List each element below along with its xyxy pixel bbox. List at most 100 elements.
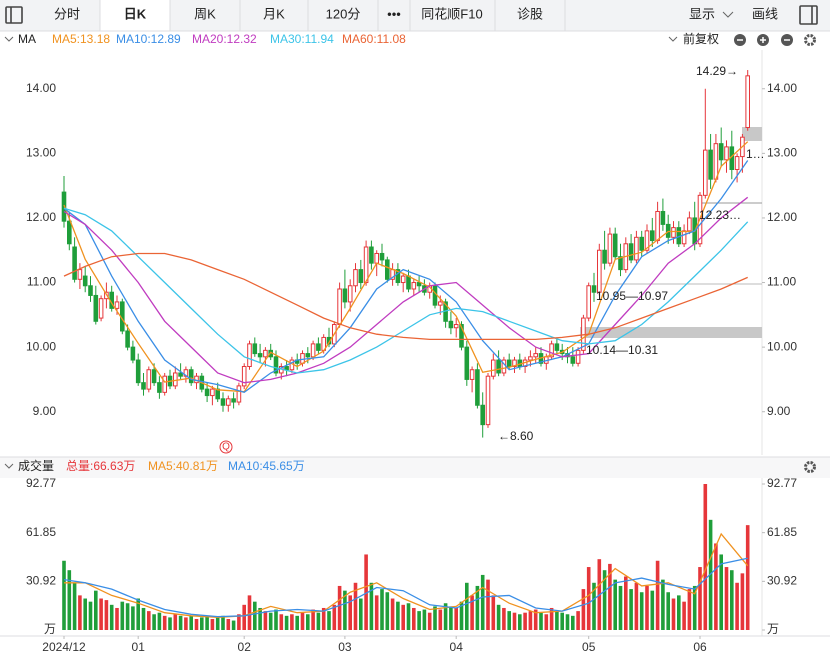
volume-bar (72, 582, 77, 630)
volume-ma-legend: MA5:40.81万 (148, 459, 218, 473)
volume-bar (555, 611, 559, 630)
volume-bar (136, 598, 140, 630)
volume-bar (634, 582, 639, 630)
candle-body (612, 233, 618, 258)
volume-ma-line (64, 532, 749, 619)
volume-bar (650, 590, 655, 630)
candle-body (687, 217, 692, 232)
indicator-label[interactable]: MA (18, 32, 36, 46)
candle-body (512, 359, 517, 368)
volume-bar (152, 614, 156, 630)
volume-bar (565, 614, 570, 630)
toolbar-tab[interactable]: 日K (124, 6, 147, 21)
candle-body (125, 330, 130, 348)
volume-bar (337, 585, 342, 630)
candle-body (400, 275, 406, 284)
ma-legend: MA60:11.08 (342, 32, 406, 46)
volume-bar (645, 585, 649, 630)
volume-bar (390, 598, 395, 630)
ma-legend: MA20:12.32 (192, 32, 257, 46)
toolbar-tab[interactable]: 月K (263, 6, 285, 21)
candle-body (385, 259, 390, 280)
candle-body (236, 385, 242, 403)
volume-bar (99, 598, 103, 630)
candle-body (72, 246, 77, 280)
candle-body (241, 366, 247, 387)
volume-bar (486, 579, 490, 630)
toolbar-tab[interactable]: 诊股 (517, 6, 543, 21)
volume-bar (624, 576, 628, 630)
event-marker[interactable] (219, 440, 233, 454)
candle-body (146, 369, 152, 390)
candle-body (453, 324, 459, 329)
volume-bar (533, 609, 538, 630)
volume-tick-label: 万 (44, 622, 56, 636)
sidebar-icon[interactable] (5, 6, 23, 24)
y-tick-label: 14.00 (26, 81, 56, 95)
volume-bar (184, 617, 188, 630)
ma-line (63, 207, 749, 374)
candle-body (226, 398, 231, 406)
volume-bar (465, 582, 469, 630)
candle-body (480, 404, 485, 426)
volume-bar (141, 607, 146, 630)
volume-bar (83, 598, 87, 630)
candle-body (438, 301, 443, 306)
volume-bar (131, 606, 135, 630)
volume-bar (353, 582, 358, 630)
panel-icon[interactable] (799, 5, 818, 25)
volume-bar (475, 585, 480, 630)
candle-body (374, 252, 379, 264)
volume-bar (639, 592, 644, 630)
volume-bar (173, 614, 178, 630)
candle-body (67, 220, 72, 245)
candle-body (713, 143, 719, 180)
volume-bar (369, 582, 374, 630)
volume-bar (740, 573, 745, 630)
volume-bar (412, 607, 416, 630)
toolbar-tab[interactable]: ••• (387, 6, 401, 21)
toolbar-tab[interactable]: 周K (194, 6, 216, 21)
volume-bar (374, 595, 379, 630)
toolbar-tab[interactable]: 120分 (326, 6, 361, 21)
display-menu[interactable]: 显示 (689, 6, 715, 21)
settings-button[interactable] (804, 34, 816, 46)
volume-bar (109, 604, 114, 630)
chevron (668, 36, 678, 42)
toolbar-tab[interactable]: 分时 (54, 6, 80, 21)
x-tick-label: 04 (450, 640, 464, 654)
adjust-menu[interactable]: 前复权 (683, 31, 719, 46)
candle-body (575, 349, 581, 364)
candle-body (247, 343, 252, 368)
volume-bar (454, 607, 458, 630)
volume-title[interactable]: 成交量 (18, 458, 54, 473)
volume-bar (459, 601, 464, 630)
volume-tick-label: 92.77 (26, 476, 56, 490)
toolbar-tab[interactable]: 同花顺F10 (421, 6, 482, 21)
volume-bar (427, 612, 432, 630)
candle-body (469, 369, 475, 380)
volume-bar (549, 607, 554, 630)
candle-body (310, 343, 316, 358)
candle-body (141, 382, 146, 390)
candle-body (188, 369, 194, 384)
settings-button[interactable] (804, 461, 816, 473)
draw-menu[interactable]: 画线 (752, 6, 778, 21)
candle-body (342, 288, 348, 303)
candle-body (411, 282, 417, 290)
volume-bar (682, 601, 686, 630)
volume-bar (295, 615, 299, 630)
volume-bar (210, 618, 215, 630)
candle-body (379, 252, 385, 261)
candle-body (607, 233, 613, 264)
volume-bar (226, 618, 231, 630)
candle-body (703, 149, 708, 196)
candle-body (432, 285, 438, 306)
candle-body (162, 375, 167, 393)
candle-body (363, 246, 369, 284)
candle-body (316, 343, 321, 351)
candle-body (257, 353, 263, 358)
volume-bar (544, 614, 549, 630)
price-annotation: 14.29→ (696, 64, 738, 78)
